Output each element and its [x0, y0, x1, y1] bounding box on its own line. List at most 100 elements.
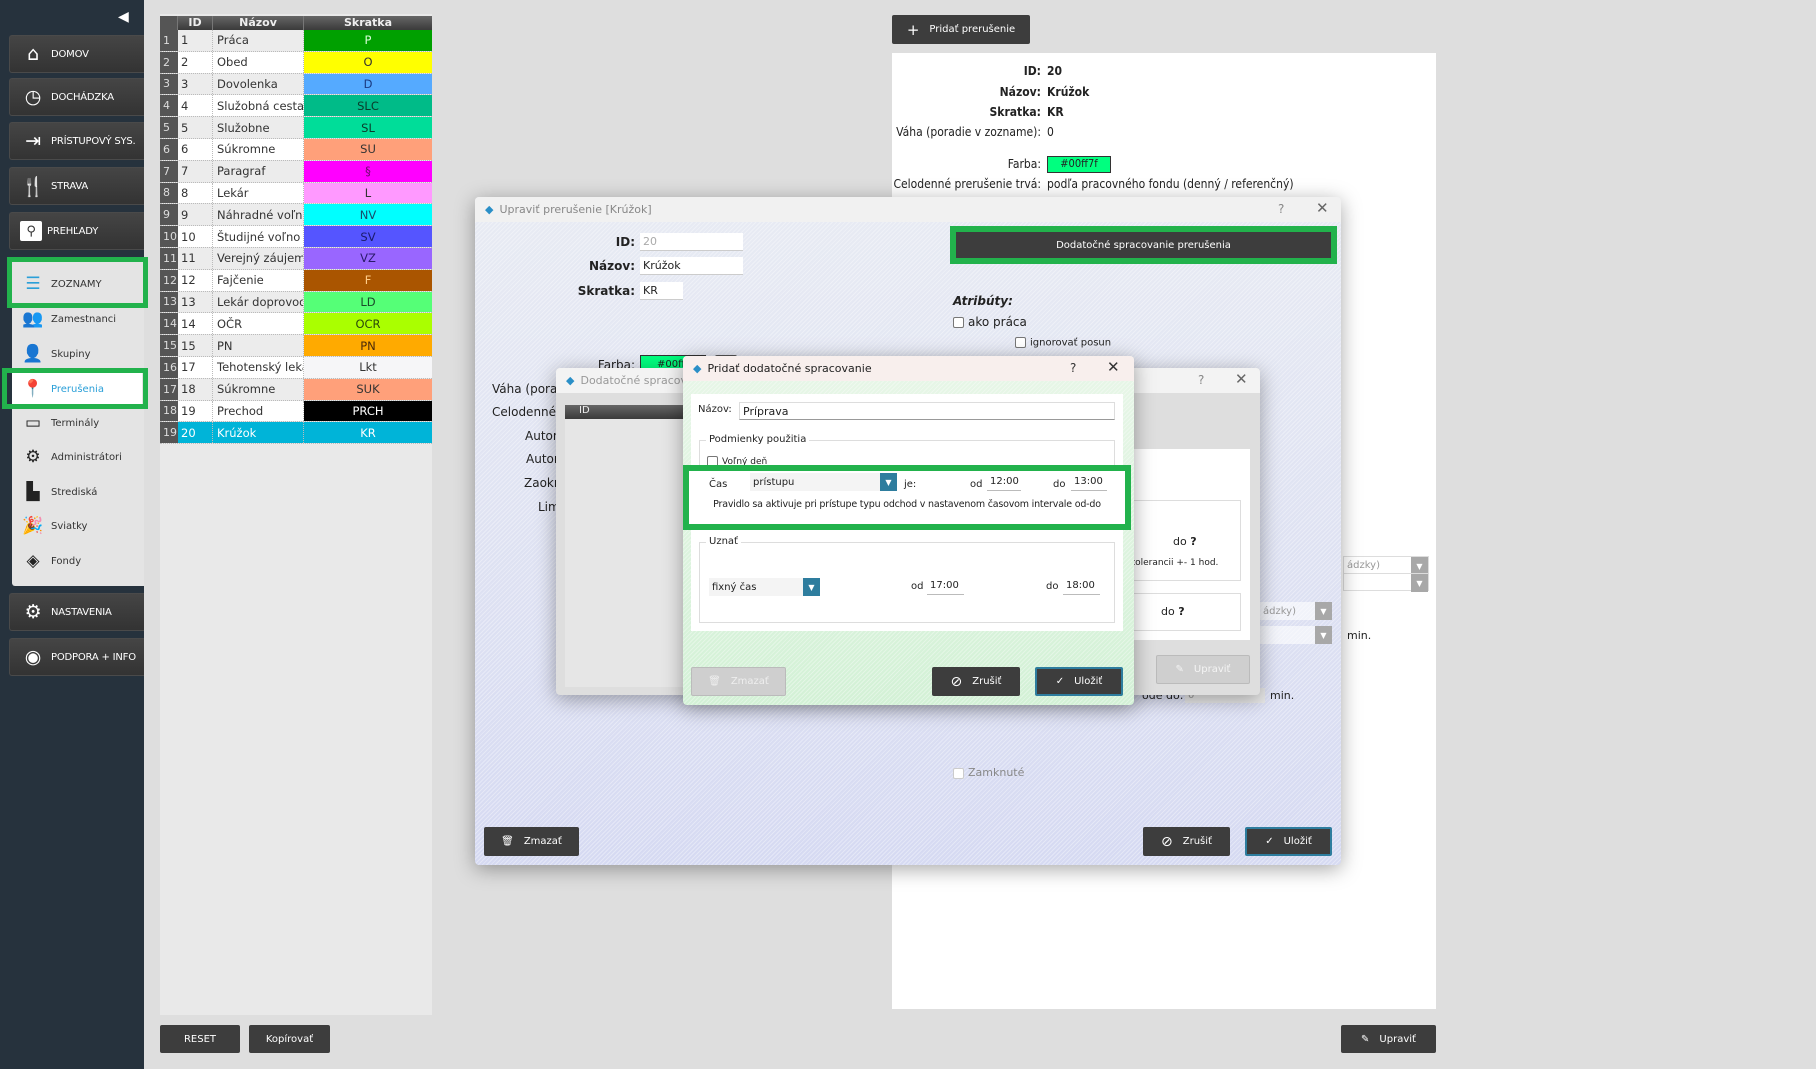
row-number: 18	[160, 400, 178, 422]
row-number: 8	[160, 182, 178, 204]
column-header-name[interactable]: Názov	[213, 16, 304, 30]
table-row[interactable]: 5 5 Služobne SL	[160, 117, 432, 139]
table-row[interactable]: 14 14 OČR OCR	[160, 313, 432, 336]
delete-button[interactable]: 🗑 Zmazať	[484, 827, 579, 856]
cell-name: Súkromne	[213, 138, 304, 160]
edit-button[interactable]: ✎ Upraviť	[1341, 1025, 1436, 1053]
collapse-sidebar-icon[interactable]: ◀	[118, 9, 129, 25]
cell-name: Lekár	[213, 182, 304, 204]
table-row[interactable]: 16 17 Tehotenský lekár Lkt	[160, 356, 432, 379]
row-number: 15	[160, 335, 178, 356]
accept-from-field[interactable]: 17:00	[927, 577, 964, 595]
close-icon[interactable]: ✕	[1107, 358, 1120, 376]
cell-abbr: D	[304, 73, 432, 95]
button-label: Uložiť	[1074, 676, 1103, 687]
field-label: Celodenné prerušenie trvá:	[893, 177, 1042, 191]
table-row[interactable]: 12 12 Fajčenie F	[160, 269, 432, 292]
cell-name: Krúžok	[213, 422, 304, 444]
table-row[interactable]: 19 20 Krúžok KR	[160, 422, 432, 445]
column-header-id[interactable]: ID	[178, 16, 213, 30]
sub-strediska[interactable]: ▙ Strediská	[20, 476, 140, 508]
cell-abbr: SU	[304, 138, 432, 160]
help-button[interactable]: ?	[1198, 373, 1205, 387]
highlight-time-condition: Čas prístupu ▼ je: od 12:00 do 13:00 Prav…	[683, 465, 1131, 530]
processing-edit-button[interactable]: ✎ Upraviť	[1156, 655, 1250, 684]
table-row[interactable]: 9 9 Náhradné voľno NV	[160, 204, 432, 227]
edit-combo-2[interactable]: ▼	[1260, 626, 1332, 644]
sub-prerusenia[interactable]: 📍 Prerušenia	[20, 373, 140, 405]
time-type-select[interactable]: prístupu ▼	[750, 473, 897, 491]
table-row[interactable]: 17 18 Súkromne SUK	[160, 378, 432, 401]
add-interruption-button[interactable]: + Pridať prerušenie	[892, 15, 1030, 44]
table-row[interactable]: 3 3 Dovolenka D	[160, 73, 432, 96]
cell-id: 4	[178, 95, 213, 117]
cell-id: 11	[178, 247, 213, 269]
nav-pristupovy[interactable]: ⇥ PRÍSTUPOVÝ SYS.	[9, 122, 144, 160]
edit-combo-1[interactable]: ádzky) ▼	[1260, 602, 1332, 620]
name-field[interactable]: Krúžok	[640, 257, 743, 275]
table-row[interactable]: 10 10 Študijné voľno SV	[160, 226, 432, 248]
nav-nastavenia[interactable]: ⚙ NASTAVENIA	[9, 593, 144, 631]
save-button[interactable]: ✓ Uložiť	[1245, 827, 1332, 856]
sub-fondy[interactable]: ◈ Fondy	[20, 545, 140, 577]
extra-processing-button[interactable]: Dodatočné spracovanie prerušenia	[956, 232, 1331, 258]
table-row[interactable]: 2 2 Obed O	[160, 51, 432, 74]
accept-to-field[interactable]: 18:00	[1063, 577, 1100, 595]
nav-strava[interactable]: 🍴 STRAVA	[9, 167, 144, 205]
nav-dochadzka[interactable]: ◷ DOCHÁDZKA	[9, 78, 144, 116]
nav-domov[interactable]: ⌂ DOMOV	[9, 35, 144, 73]
sub-label: Zamestnanci	[51, 313, 117, 325]
button-label: Upraviť	[1379, 1033, 1416, 1045]
sub-terminaly[interactable]: ▭ Terminály	[20, 407, 140, 439]
cell-name: Verejný záujem	[213, 247, 304, 269]
table-row[interactable]: 4 4 Služobná cesta SLC	[160, 95, 432, 118]
column-header-id[interactable]: ID	[565, 405, 690, 419]
cell-name: OČR	[213, 313, 304, 335]
table-row[interactable]: 7 7 Paragraf §	[160, 160, 432, 183]
table-row[interactable]: 6 6 Súkromne SU	[160, 138, 432, 161]
accept-type-select[interactable]: fixný čas ▼	[709, 578, 820, 596]
sub-zamestnanci[interactable]: 👥 Zamestnanci	[20, 303, 140, 335]
id-field[interactable]: 20	[640, 233, 743, 251]
nav-zoznamy[interactable]: ☰ ZOZNAMY	[20, 268, 140, 300]
help-button[interactable]: ?	[1070, 361, 1077, 375]
cell-abbr: OCR	[304, 313, 432, 335]
table-row[interactable]: 13 13 Lekár doprovod LD	[160, 291, 432, 314]
column-header-abbr[interactable]: Skratka	[343, 16, 393, 29]
delete-button[interactable]: 🗑 Zmazať	[691, 667, 786, 696]
detail-combo-1[interactable]: ádzky) ▼	[1343, 556, 1429, 575]
group-icon: 👤	[22, 344, 44, 364]
detail-combo-2[interactable]: ▼	[1343, 573, 1429, 592]
sub-sviatky[interactable]: 🎉 Sviatky	[20, 510, 140, 542]
close-icon[interactable]: ✕	[1235, 370, 1248, 388]
cell-abbr: VZ	[304, 247, 432, 269]
help-button[interactable]: ?	[1278, 202, 1285, 216]
sub-administratori[interactable]: ⚙ Administrátori	[20, 441, 140, 473]
copy-button[interactable]: Kopírovať	[249, 1025, 330, 1053]
table-row[interactable]: 8 8 Lekár L	[160, 182, 432, 205]
row-number: 5	[160, 117, 178, 138]
search-icon: ⚲	[20, 221, 42, 241]
reset-button[interactable]: RESET	[160, 1025, 240, 1053]
ignore-shift-checkbox[interactable]: ignorovať posun	[1015, 337, 1111, 349]
table-row[interactable]: 1 1 Práca P	[160, 30, 432, 52]
save-button[interactable]: ✓ Uložiť	[1035, 667, 1123, 696]
from-time-field[interactable]: 12:00	[987, 473, 1021, 491]
cell-id: 10	[178, 226, 213, 247]
nav-podpora[interactable]: ◉ PODPORA + INFO	[9, 638, 144, 676]
cancel-button[interactable]: ⊘ Zrušiť	[1143, 827, 1230, 856]
cell-abbr: SL	[304, 117, 432, 138]
to-time-field[interactable]: 13:00	[1071, 473, 1107, 491]
table-row[interactable]: 11 11 Verejný záujem VZ	[160, 247, 432, 270]
table-row[interactable]: 18 19 Prechod PRCH	[160, 400, 432, 423]
table-row[interactable]: 15 15 PN PN	[160, 335, 432, 357]
as-work-checkbox[interactable]: ako práca	[953, 315, 1027, 329]
locked-checkbox[interactable]: Zamknuté	[953, 766, 1024, 779]
sub-skupiny[interactable]: 👤 Skupiny	[20, 338, 140, 370]
close-icon[interactable]: ✕	[1316, 199, 1329, 217]
abbr-field[interactable]: KR	[640, 282, 683, 300]
nav-prehlady[interactable]: ⚲ PREHĽADY	[9, 212, 144, 250]
nav-label: STRAVA	[51, 180, 89, 192]
name-field[interactable]: Príprava	[739, 402, 1115, 420]
cancel-button[interactable]: ⊘ Zrušiť	[932, 667, 1020, 696]
